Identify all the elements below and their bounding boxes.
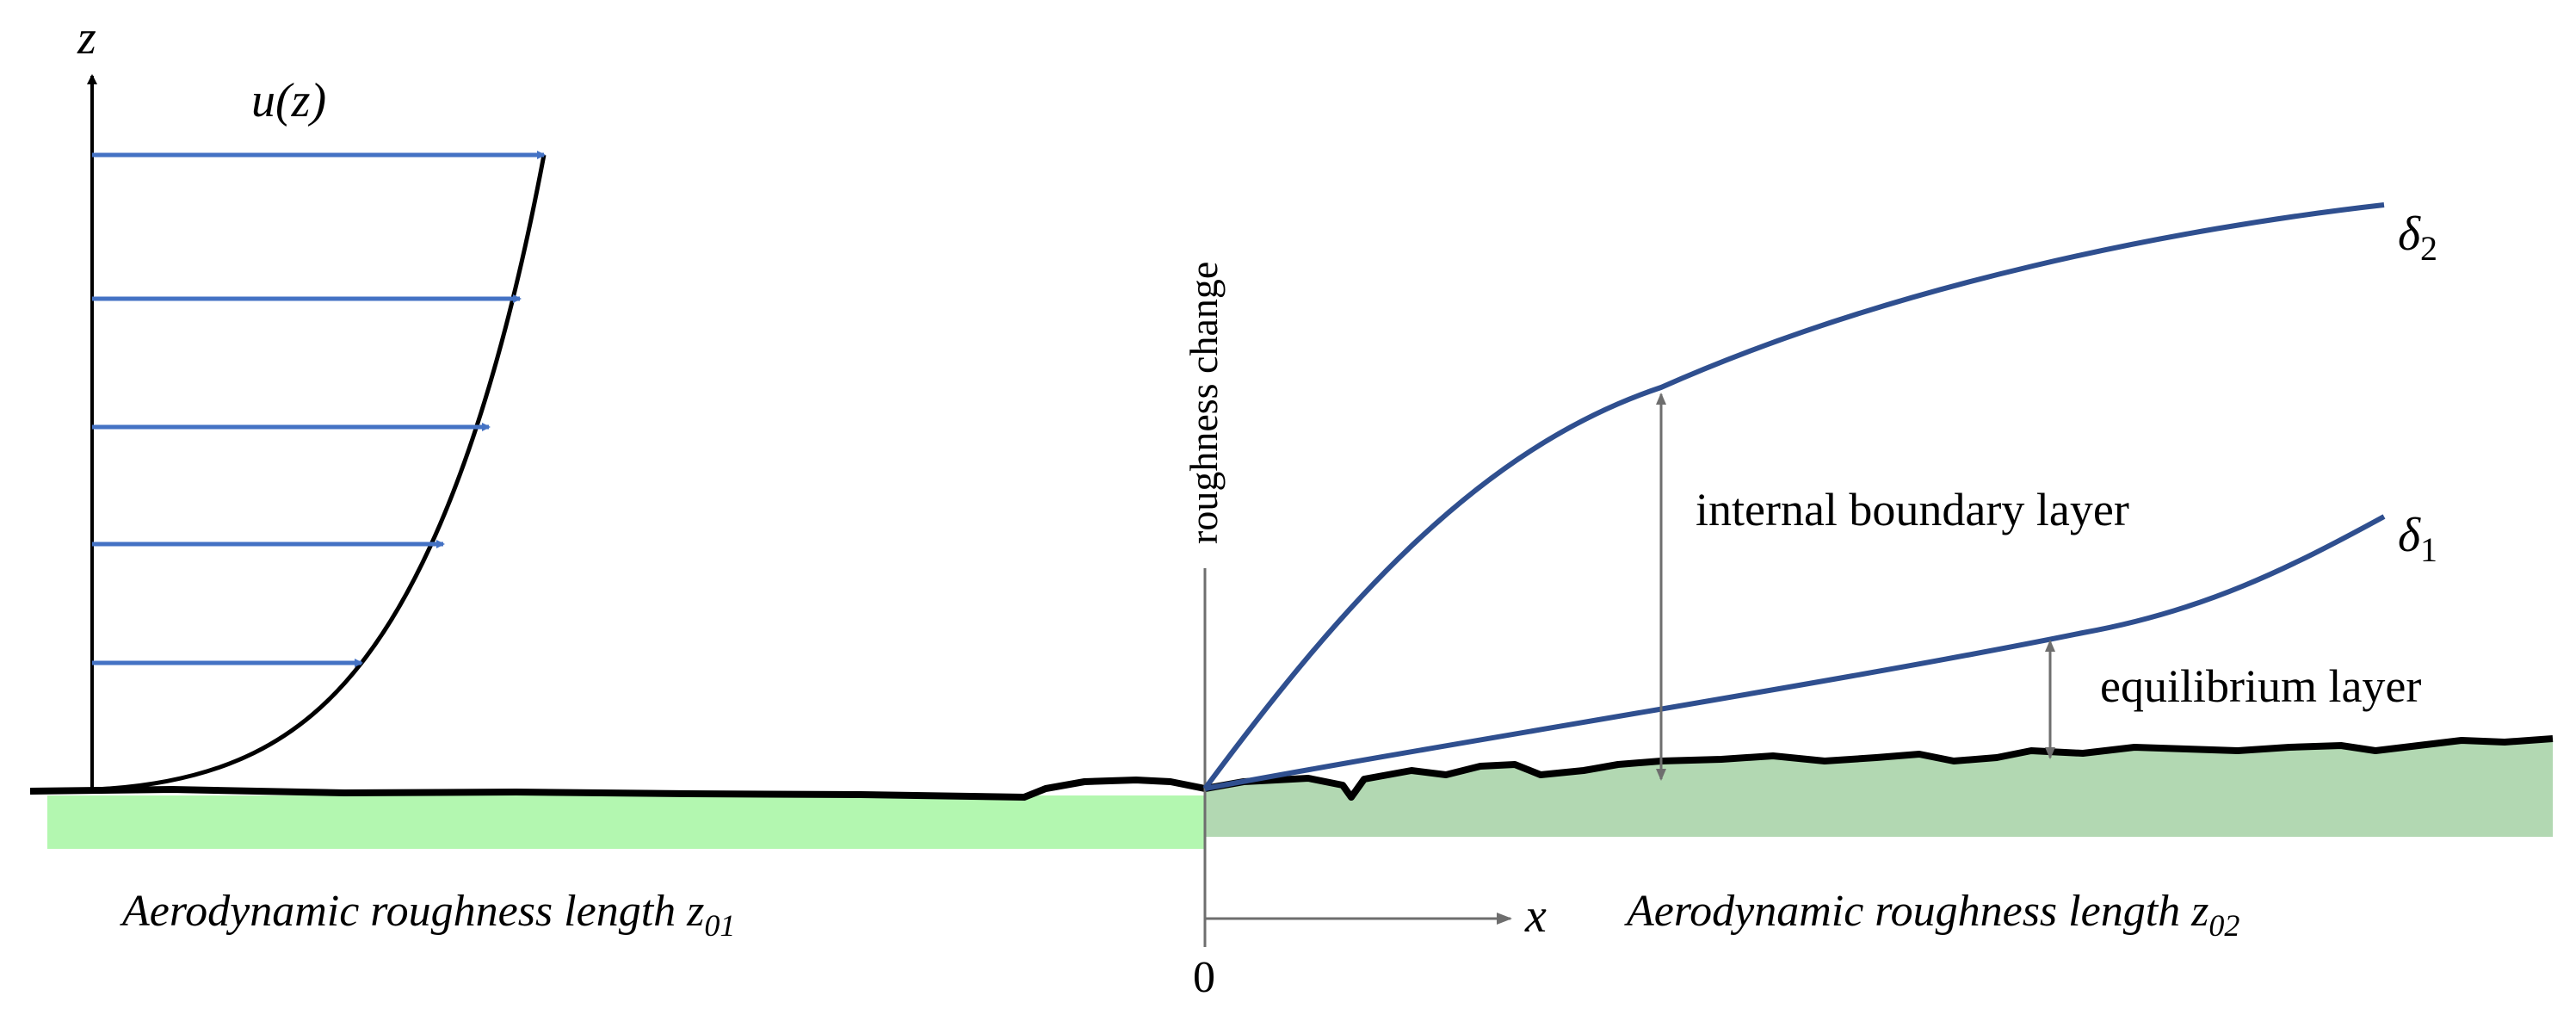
smooth-ground-line — [29, 777, 1206, 801]
roughness-change-label: roughness change — [1182, 262, 1226, 544]
smooth-surface-fill — [47, 795, 1205, 849]
roughness-length-right-label: Aerodynamic roughness length z02 — [1624, 887, 2239, 943]
roughness-length-left-label: Aerodynamic roughness length z01 — [120, 887, 735, 943]
rough-surface-fill — [1205, 739, 2553, 837]
origin-label: 0 — [1193, 953, 1215, 1002]
delta2-curve — [1202, 202, 2385, 790]
z-axis-label: z — [77, 11, 96, 65]
roughness-length-right-subscript: 02 — [2208, 908, 2239, 943]
delta1-subscript: 1 — [2420, 530, 2437, 569]
internal-boundary-layer-label: internal boundary layer — [1696, 484, 2129, 535]
delta1-curve — [1204, 514, 2386, 791]
x-axis-label: x — [1524, 889, 1547, 943]
delta2-label: δ2 — [2398, 207, 2437, 268]
equilibrium-layer-label: equilibrium layer — [2100, 660, 2421, 712]
velocity-profile-label: u(z) — [251, 74, 326, 127]
velocity-profile-curve — [94, 154, 547, 792]
delta2-subscript: 2 — [2420, 229, 2437, 268]
roughness-length-left-text: Aerodynamic roughness length z — [120, 887, 704, 936]
delta1-label: δ1 — [2398, 509, 2437, 569]
delta2-symbol: δ — [2398, 207, 2421, 261]
delta1-symbol: δ — [2398, 509, 2421, 562]
rough-ground-line — [1204, 735, 2554, 801]
roughness-length-right-text: Aerodynamic roughness length z — [1624, 887, 2208, 936]
roughness-length-left-subscript: 01 — [704, 908, 735, 943]
